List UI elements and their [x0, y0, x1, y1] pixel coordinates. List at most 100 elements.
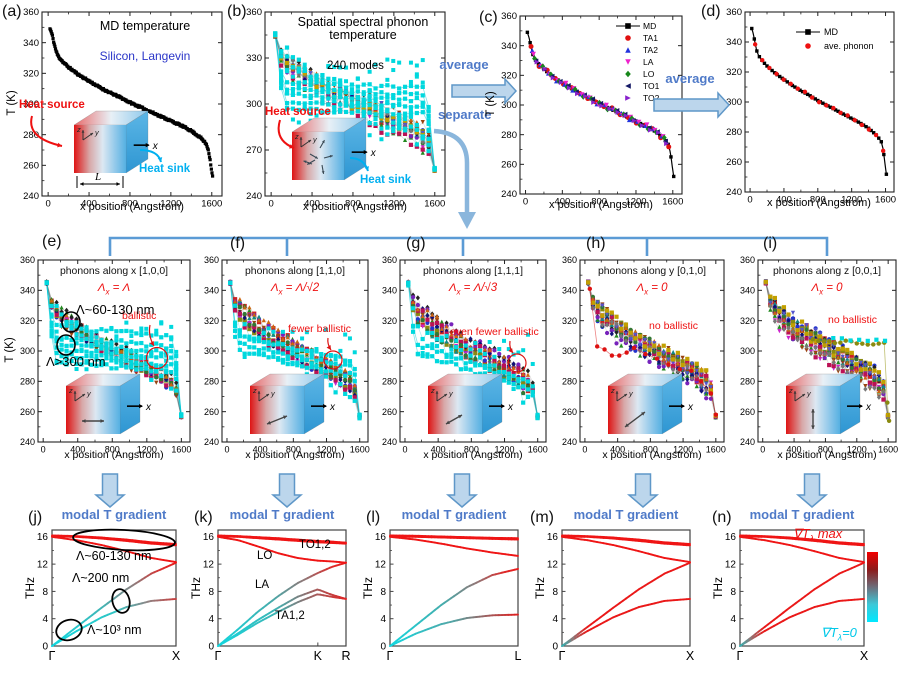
- svg-text:1600: 1600: [201, 199, 222, 210]
- svg-text:Γ: Γ: [49, 649, 56, 663]
- xlabel-h: x position (Angstrom): [602, 449, 702, 461]
- panel-j-mfp-annotation-1: Λ~60-130 nm: [76, 549, 152, 563]
- panel-k-branch-la: LA: [255, 579, 270, 591]
- svg-text:ave. phonon: ave. phonon: [824, 41, 874, 51]
- svg-text:MD: MD: [824, 27, 838, 37]
- xlabel-i: x position (Angstrom): [777, 449, 877, 461]
- svg-text:1200: 1200: [383, 199, 404, 210]
- svg-text:1200: 1200: [841, 195, 862, 206]
- svg-text:280: 280: [23, 130, 39, 141]
- panel-g-lambda: Λx = Λ/√3: [398, 282, 548, 297]
- panel-d-legend: MD ave. phonon: [796, 27, 874, 51]
- panel-h-outlier: [587, 286, 719, 417]
- panel-h-ballistic-note: no ballistic: [649, 320, 699, 332]
- ylabel-k: THz: [189, 577, 203, 599]
- separate-label: separate: [438, 107, 492, 122]
- lambda-subscript: x: [278, 287, 283, 297]
- svg-text:400: 400: [776, 195, 792, 206]
- panel-g-ballistic-note: even fewer ballistic: [450, 326, 539, 338]
- svg-text:1600: 1600: [706, 445, 726, 455]
- lambda-symbol: Λ: [97, 282, 106, 294]
- svg-text:16: 16: [203, 532, 215, 543]
- ylabel-c: T (K): [485, 91, 497, 117]
- panel-l-tag: (l): [366, 509, 381, 526]
- panel-f-tag: (f): [230, 235, 246, 252]
- ylabel-a: T (K): [6, 90, 18, 116]
- svg-text:1200: 1200: [317, 445, 337, 455]
- svg-text:340: 340: [204, 286, 219, 296]
- ylabel-l: THz: [361, 577, 375, 599]
- svg-text:280: 280: [726, 127, 742, 138]
- svg-text:0: 0: [45, 199, 50, 210]
- svg-text:300: 300: [20, 346, 35, 356]
- svg-text:LA: LA: [643, 57, 654, 67]
- svg-text:260: 260: [204, 407, 219, 417]
- svg-text:360: 360: [204, 255, 219, 265]
- svg-text:1600: 1600: [662, 197, 683, 208]
- panel-e-ballistic-note: ballistic: [122, 310, 157, 322]
- svg-text:300: 300: [562, 346, 577, 356]
- svg-text:0: 0: [268, 199, 273, 210]
- panel-b-points: [273, 31, 437, 174]
- svg-text:0: 0: [208, 641, 214, 652]
- panel-e-tag: (e): [42, 233, 62, 250]
- svg-text:330: 330: [246, 53, 262, 64]
- svg-text:340: 340: [501, 41, 517, 52]
- lambda-symbol: Λ: [448, 282, 457, 294]
- panel-a-title: MD temperature: [99, 19, 191, 33]
- svg-text:300: 300: [382, 346, 397, 356]
- svg-text:400: 400: [253, 445, 268, 455]
- lambda-value: = Λ: [109, 282, 131, 294]
- svg-text:0: 0: [402, 445, 407, 455]
- svg-text:320: 320: [382, 316, 397, 326]
- svg-text:320: 320: [562, 316, 577, 326]
- ylabel-n: THz: [711, 577, 725, 599]
- panel-n-title: modal T gradient: [749, 507, 855, 522]
- colorbar-max-label: ∇Tλ max: [793, 527, 842, 544]
- svg-text:0: 0: [582, 445, 587, 455]
- svg-text:400: 400: [554, 197, 570, 208]
- panel-m-branches: [561, 534, 691, 647]
- svg-text:360: 360: [382, 255, 397, 265]
- svg-text:340: 340: [20, 286, 35, 296]
- svg-text:1600: 1600: [424, 199, 445, 210]
- svg-text:0: 0: [760, 445, 765, 455]
- lambda-value: = Λ/√3: [460, 282, 498, 294]
- svg-text:360: 360: [20, 255, 35, 265]
- panel-b-tag: (b): [227, 3, 247, 20]
- xlabel-d: x position (Angstrom): [767, 197, 871, 209]
- lambda-symbol: Λ: [636, 282, 645, 294]
- panel-j-tag: (j): [28, 509, 43, 526]
- svg-text:4: 4: [380, 614, 386, 625]
- panel-f-ballistic-note: fewer ballistic: [288, 323, 352, 335]
- svg-text:8: 8: [380, 587, 386, 598]
- svg-text:800: 800: [643, 445, 658, 455]
- panel-i-axes: 240 260 280 300 320 340 360 0 400 800 1200 1600: [740, 255, 898, 454]
- panel-k-branch-ta: TA1,2: [275, 610, 305, 622]
- svg-text:280: 280: [20, 377, 35, 387]
- gradient-symbol: ∇T: [793, 526, 810, 541]
- svg-text:1600: 1600: [171, 445, 191, 455]
- lambda-value: = 0: [823, 282, 843, 294]
- svg-text:1600: 1600: [528, 445, 548, 455]
- heat-arrows: [30, 115, 369, 172]
- svg-text:800: 800: [286, 445, 301, 455]
- svg-text:1200: 1200: [625, 197, 646, 208]
- svg-text:260: 260: [23, 161, 39, 172]
- panel-h-tag: (h): [586, 235, 606, 252]
- colorbar: [867, 552, 878, 622]
- svg-text:320: 320: [726, 67, 742, 78]
- svg-text:240: 240: [246, 191, 262, 202]
- panel-d-data: [750, 26, 889, 176]
- panel-e-mfp-annotation-2: Λ>300 nm: [46, 354, 106, 369]
- svg-text:280: 280: [740, 377, 755, 387]
- lambda-value: = 0: [648, 282, 668, 294]
- lambda-subscript: x: [105, 287, 110, 297]
- panel-b-lines: [274, 33, 435, 171]
- svg-text:1600: 1600: [875, 195, 896, 206]
- svg-text:280: 280: [501, 130, 517, 141]
- svg-text:1600: 1600: [350, 445, 370, 455]
- panel-j-mfp-annotation-2: Λ~200 nm: [72, 571, 130, 585]
